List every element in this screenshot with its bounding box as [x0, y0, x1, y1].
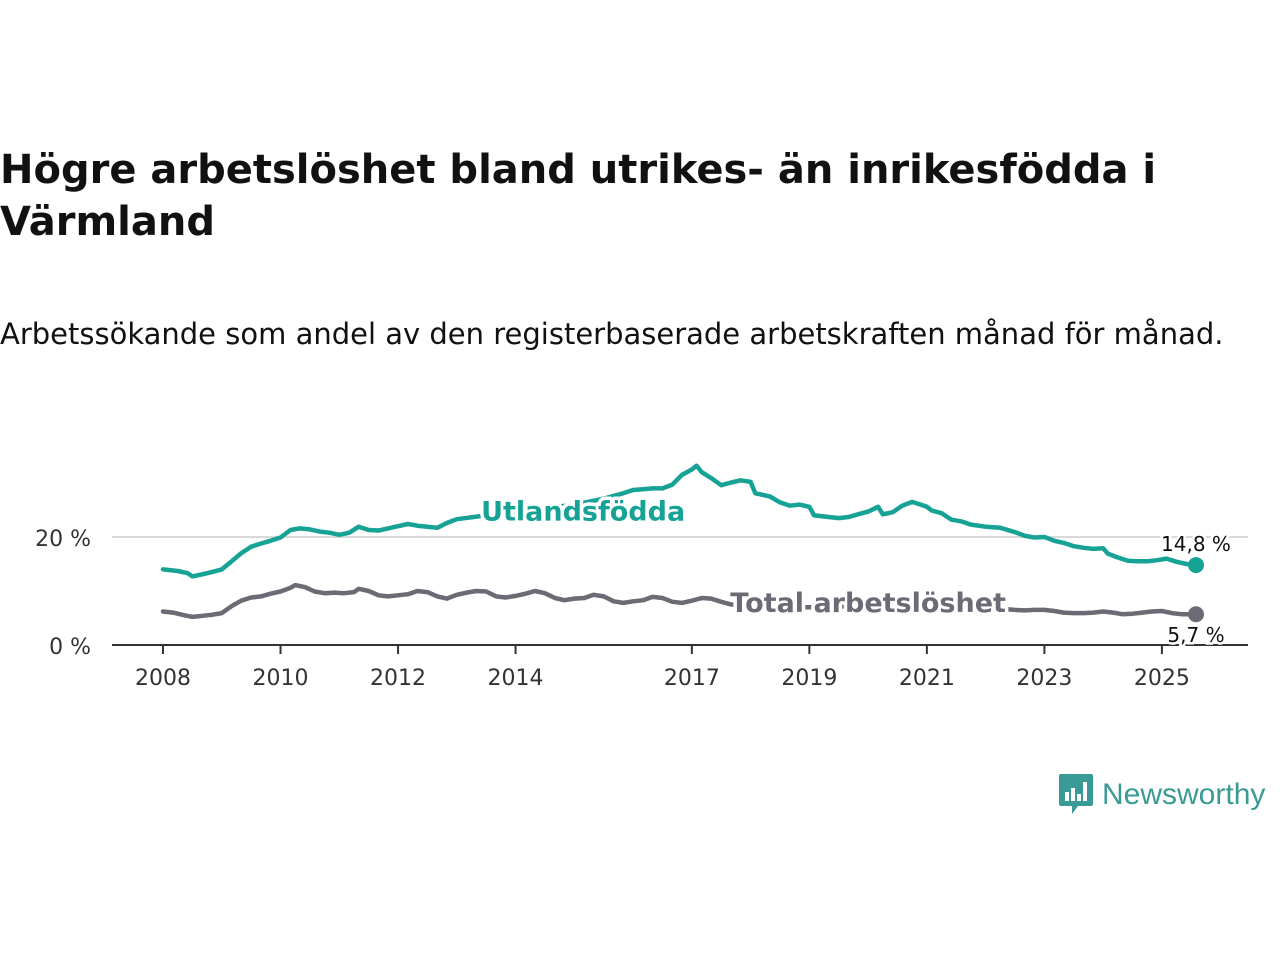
series-name-label: Total arbetslöshet	[730, 588, 1006, 619]
series-line-1	[160, 582, 1199, 620]
y-tick-label: 20 %	[35, 527, 91, 552]
y-tick-label: 0 %	[49, 635, 91, 660]
series-end-point-0	[1188, 557, 1204, 574]
series-name-label: Utlandsfödda	[481, 496, 685, 527]
series-layer	[160, 463, 1204, 623]
label-layer: 14,8 % 5,7 % Utlandsfödda Total arbetslöshe…	[478, 493, 1234, 650]
series-end-point-1	[1188, 606, 1204, 623]
series-line-0	[160, 463, 1199, 579]
x-tick-label: 2019	[781, 666, 837, 691]
line-chart: 0 % 20 % 2008 2010 2012 2014 2017 2019 2021 2023 2…	[35, 463, 1248, 691]
x-tick-label: 2021	[899, 666, 955, 691]
x-tick-label: 2012	[370, 666, 426, 691]
x-tick-label: 2008	[135, 666, 191, 691]
chart-title: Högre arbetslöshet bland utrikes- än inr…	[0, 147, 1157, 245]
x-tick-label: 2010	[253, 666, 309, 691]
newsworthy-logo-text: Newsworthy	[1102, 778, 1266, 811]
x-tick-label: 2014	[488, 666, 544, 691]
axis-layer: 0 % 20 % 2008 2010 2012 2014 2017 2019 2021 2023 2…	[35, 527, 1248, 691]
x-tick-label: 2017	[664, 666, 720, 691]
series-end-label: 5,7 %	[1167, 623, 1224, 647]
x-tick-label: 2025	[1134, 666, 1190, 691]
newsworthy-logo-icon	[1059, 774, 1093, 814]
x-tick-label: 2023	[1016, 666, 1072, 691]
chart-subtitle: Arbetssökande som andel av den registerb…	[0, 317, 1224, 351]
series-end-label: 14,8 %	[1161, 532, 1231, 556]
newsworthy-logo: Newsworthy	[1058, 772, 1265, 818]
